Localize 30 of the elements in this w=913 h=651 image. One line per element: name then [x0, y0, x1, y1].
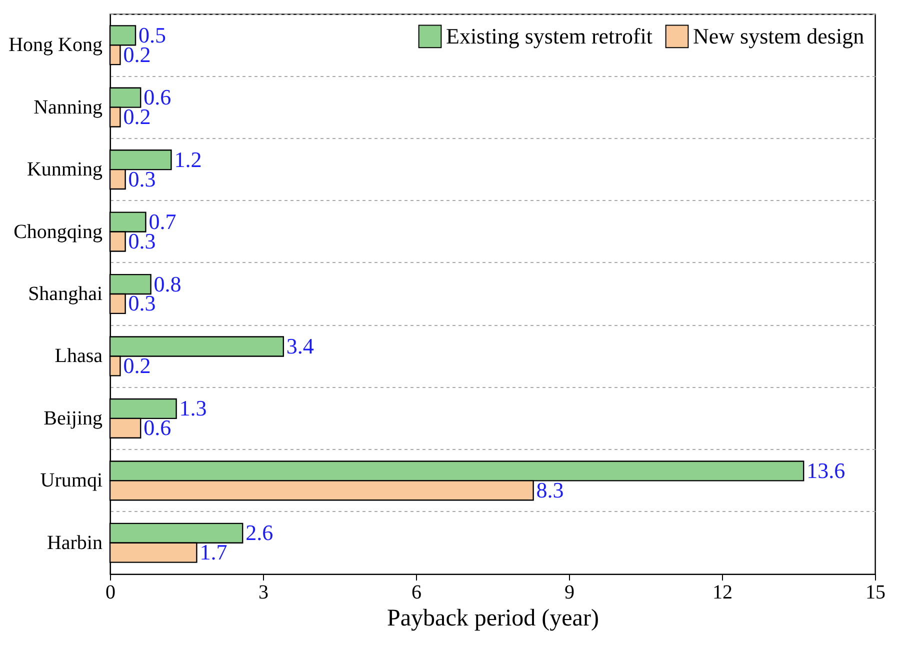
data-label: 8.3: [536, 477, 564, 502]
x-tick-label: 3: [258, 582, 268, 604]
legend-label: Existing system retrofit: [446, 23, 653, 48]
data-label: 0.8: [154, 271, 182, 296]
y-tick-label: Hong Kong: [8, 34, 102, 56]
data-label: 0.2: [123, 352, 151, 378]
data-label: 13.6: [806, 458, 846, 483]
y-tick-label: Urumqi: [40, 470, 103, 492]
legend-label: New system design: [693, 23, 864, 48]
y-tick-label: Kunming: [26, 158, 102, 181]
data-label: 1.3: [179, 396, 207, 421]
x-axis-title: Payback period (year): [387, 606, 599, 632]
data-label: 1.2: [174, 146, 202, 172]
y-tick-label: Chongqing: [14, 220, 102, 243]
data-label: 1.7: [200, 540, 228, 565]
data-label: 0.6: [144, 415, 172, 440]
data-label: 3.4: [286, 334, 314, 358]
data-label: 0.3: [128, 290, 156, 316]
data-label: 2.6: [246, 520, 274, 546]
x-tick-label: 6: [412, 582, 422, 604]
y-tick-label: Beijing: [44, 407, 102, 430]
x-tick-label: 12: [712, 582, 732, 604]
data-label: 0.3: [128, 166, 156, 192]
x-tick-label: 15: [866, 582, 886, 604]
y-tick-label: Shanghai: [28, 283, 103, 305]
x-tick-label: 9: [564, 582, 574, 604]
y-tick-label: Nanning: [34, 96, 102, 118]
y-tick-label: Lhasa: [54, 345, 103, 368]
x-tick-label: 0: [106, 582, 116, 604]
y-tick-label: Harbin: [46, 532, 102, 554]
